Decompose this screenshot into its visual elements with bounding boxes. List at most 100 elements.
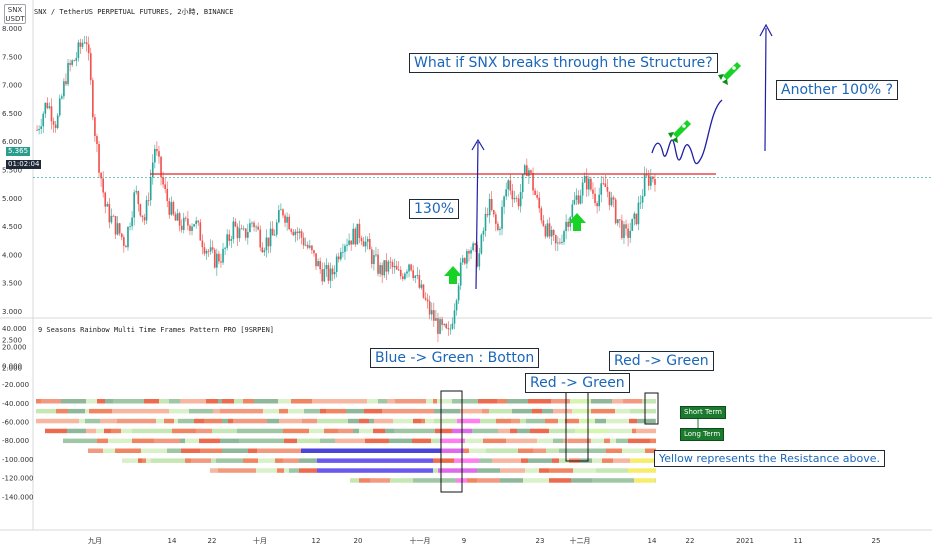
heatmap-cell <box>85 418 100 424</box>
heatmap-cell <box>143 428 162 434</box>
heatmap-cell <box>467 478 477 483</box>
heatmap-cell <box>433 399 437 404</box>
candle-body <box>247 232 249 238</box>
candle-body <box>402 276 404 280</box>
indicator-tick-label: -100.000 <box>2 456 33 464</box>
candle-body <box>178 213 181 226</box>
highlight-box-red-green-2 <box>644 392 659 425</box>
heatmap-cell <box>523 478 549 483</box>
heatmap-cell <box>528 438 537 444</box>
heatmap-cell <box>291 399 312 404</box>
date-tick-label: 十一月 <box>410 536 431 545</box>
candle-body <box>94 117 96 137</box>
heatmap-cell <box>417 448 441 453</box>
heatmap-cell <box>413 428 423 434</box>
candle-body <box>340 252 342 260</box>
heatmap-cell <box>284 468 289 473</box>
heatmap-cell <box>335 438 354 444</box>
candle-body <box>397 269 400 271</box>
heatmap-cell <box>647 428 653 434</box>
heatmap-cell <box>592 478 617 483</box>
heatmap-cell <box>425 418 434 424</box>
heatmap-cell <box>279 408 288 414</box>
candle-body <box>327 264 330 281</box>
heatmap-cell <box>222 448 248 453</box>
question-annotation[interactable]: What if SNX breaks through the Structure… <box>409 53 718 73</box>
heatmap-cell <box>500 468 525 473</box>
heatmap-cell <box>526 418 535 424</box>
candle-body <box>263 250 266 253</box>
candle-body <box>360 237 363 242</box>
heatmap-cell <box>121 428 132 434</box>
red-green-annotation-1[interactable]: Red -> Green <box>525 373 630 393</box>
heatmap-cell <box>359 478 370 483</box>
another-annotation[interactable]: Another 100% ? <box>776 80 899 100</box>
candle-body <box>416 275 419 276</box>
red-green-annotation-2[interactable]: Red -> Green <box>609 351 714 371</box>
heatmap-cell <box>364 408 382 414</box>
heatmap-cell <box>115 448 141 453</box>
candle-body <box>602 183 605 185</box>
candle-body <box>195 220 197 225</box>
candle-body <box>234 221 237 227</box>
candle-body <box>381 265 383 276</box>
candle-body <box>87 44 90 54</box>
heatmap-cell <box>517 428 530 434</box>
candle-body <box>65 81 67 85</box>
heatmap-cell <box>338 428 353 434</box>
heatmap-cell <box>159 408 169 414</box>
heatmap-cell <box>457 418 480 424</box>
heatmap-cell <box>630 458 634 463</box>
candle-body <box>408 264 410 272</box>
heatmap-cell <box>653 428 656 434</box>
heatmap-cell <box>45 428 67 434</box>
heatmap-cell <box>363 448 377 453</box>
date-tick-label: 20 <box>354 537 363 545</box>
candle-body <box>519 191 522 207</box>
heatmap-cell <box>503 428 510 434</box>
candle-body <box>158 151 160 157</box>
date-tick-label: 12 <box>312 537 321 545</box>
heatmap-cell <box>169 408 189 414</box>
heatmap-cell <box>545 418 558 424</box>
price-tick-label: 7.000 <box>2 82 22 90</box>
heatmap-cell <box>257 448 262 453</box>
heatmap-cell <box>256 468 277 473</box>
heatmap-cell <box>587 399 591 404</box>
candle-body <box>242 228 245 230</box>
pct130-annotation[interactable]: 130% <box>409 199 460 219</box>
heatmap-cell <box>113 399 119 404</box>
yellow-note-annotation[interactable]: Yellow represents the Resistance above. <box>654 450 885 467</box>
candle-body <box>472 243 474 251</box>
candle-body <box>232 221 235 240</box>
candle-body <box>453 310 456 324</box>
heatmap-cell <box>96 428 104 434</box>
symbol-badge-line2: USDT <box>5 15 25 23</box>
heatmap-cell <box>553 408 572 414</box>
heatmap-cell <box>412 458 433 463</box>
candle-body <box>92 80 94 118</box>
heatmap-cell <box>539 468 549 473</box>
candle-body <box>193 224 195 227</box>
symbol-badge[interactable]: SNX USDT <box>4 4 26 24</box>
candle-body <box>395 265 398 270</box>
heatmap-cell <box>180 399 192 404</box>
heatmap-cell <box>206 399 218 404</box>
heatmap-cell <box>167 448 181 453</box>
blue-green-annotation[interactable]: Blue -> Green : Botton <box>370 348 540 368</box>
candle-body <box>391 262 394 268</box>
heatmap-cell <box>413 478 435 483</box>
heatmap-cell <box>399 448 409 453</box>
heatmap-cell <box>632 428 636 434</box>
candle-body <box>577 195 580 204</box>
candle-body <box>552 229 555 235</box>
heatmap-cell <box>57 418 61 424</box>
heatmap-cell <box>324 428 338 434</box>
heatmap-cell <box>348 418 359 424</box>
indicator-tick-label: 40.000 <box>2 325 27 333</box>
candle-body <box>364 241 367 247</box>
candles-group <box>36 35 656 343</box>
heatmap-cell <box>257 428 283 434</box>
heatmap-cell <box>365 468 377 473</box>
candle-body <box>106 204 109 207</box>
